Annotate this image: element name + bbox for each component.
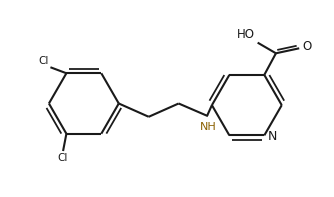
Text: N: N — [268, 130, 277, 143]
Text: Cl: Cl — [58, 153, 68, 163]
Text: Cl: Cl — [38, 56, 48, 66]
Text: O: O — [302, 40, 312, 53]
Text: NH: NH — [200, 122, 217, 132]
Text: HO: HO — [237, 28, 255, 41]
